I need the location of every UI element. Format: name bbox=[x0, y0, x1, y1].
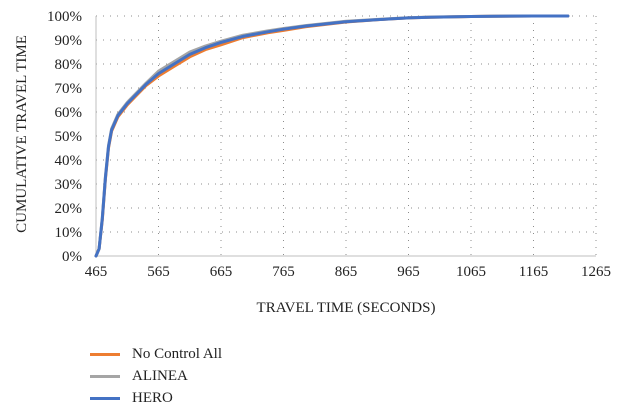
legend-swatch-alinea bbox=[90, 374, 120, 378]
x-tick-label: 465 bbox=[85, 264, 108, 280]
grid-layer bbox=[95, 15, 597, 257]
y-tick-label: 90% bbox=[55, 33, 83, 49]
x-axis-title: TRAVEL TIME (SECONDS) bbox=[257, 300, 436, 316]
line-chart: 465 565 665 765 865 965 1065 1165 1265 0% 10% 20% 3… bbox=[14, 9, 611, 316]
x-tick-label: 1165 bbox=[519, 264, 548, 280]
y-tick-label: 0% bbox=[62, 249, 82, 265]
legend-item-no-control-all: No Control All bbox=[90, 343, 222, 365]
legend-label: HERO bbox=[132, 389, 173, 406]
legend-swatch-no-control-all bbox=[90, 352, 120, 356]
x-tick-label: 665 bbox=[210, 264, 233, 280]
legend-label: No Control All bbox=[132, 345, 223, 362]
x-tick-label: 1265 bbox=[581, 264, 611, 280]
y-tick-label: 60% bbox=[55, 105, 83, 121]
legend-swatch-hero bbox=[90, 396, 120, 400]
y-tick-label: 40% bbox=[55, 153, 83, 169]
x-tick-labels: 465 565 665 765 865 965 1065 1165 1265 bbox=[85, 264, 611, 280]
legend-item-alinea: ALINEA bbox=[90, 365, 222, 387]
x-tick-label: 965 bbox=[397, 264, 420, 280]
y-axis-title: CUMULATIVE TRAVEL TIME bbox=[14, 35, 30, 233]
series-line-hero bbox=[94, 14, 570, 258]
legend-label: ALINEA bbox=[132, 367, 188, 384]
x-tick-label: 865 bbox=[335, 264, 358, 280]
y-tick-labels: 0% 10% 20% 30% 40% 50% 60% 70% 80% 90% 100% bbox=[47, 9, 82, 265]
x-tick-label: 1065 bbox=[456, 264, 486, 280]
y-tick-label: 10% bbox=[55, 225, 83, 241]
series-layer bbox=[94, 14, 570, 258]
y-tick-label: 20% bbox=[55, 201, 83, 217]
x-tick-label: 565 bbox=[147, 264, 170, 280]
legend: No Control All ALINEA HERO bbox=[90, 343, 222, 409]
y-tick-label: 100% bbox=[47, 9, 82, 25]
y-tick-label: 30% bbox=[55, 177, 83, 193]
y-tick-label: 80% bbox=[55, 57, 83, 73]
y-tick-label: 70% bbox=[55, 81, 83, 97]
legend-item-hero: HERO bbox=[90, 387, 222, 409]
y-tick-label: 50% bbox=[55, 129, 83, 145]
x-tick-label: 765 bbox=[272, 264, 295, 280]
